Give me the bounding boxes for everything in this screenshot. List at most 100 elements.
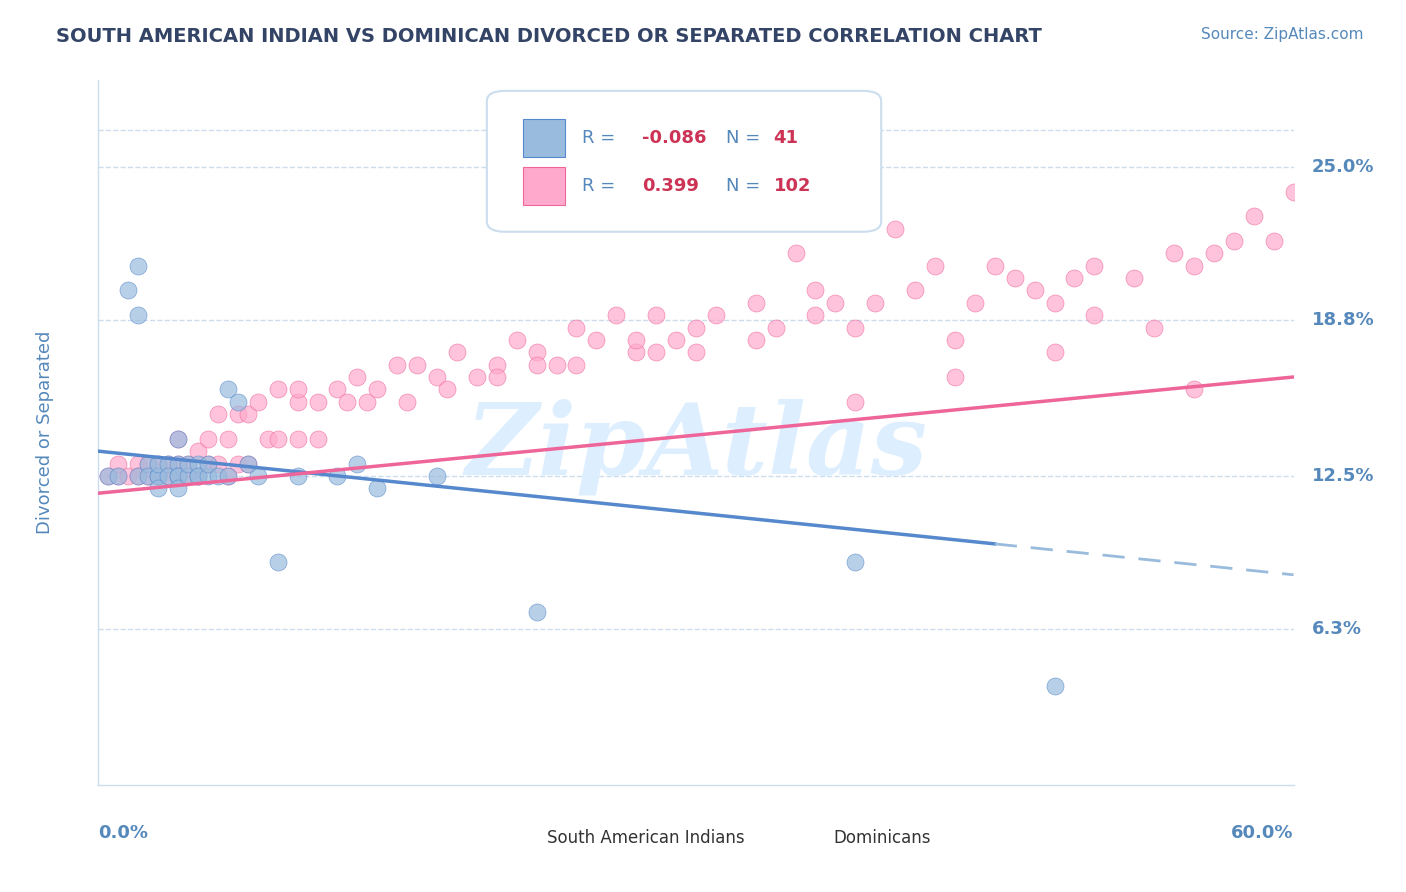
Bar	[523, 119, 565, 158]
Point	[217, 469, 239, 483]
Text: R =: R =	[582, 177, 627, 195]
Point	[1024, 284, 1046, 298]
Point	[1083, 308, 1105, 322]
Point	[385, 358, 409, 372]
Point	[177, 457, 200, 471]
Point	[804, 284, 827, 298]
Point	[924, 259, 946, 273]
Point	[217, 469, 239, 483]
Text: 6.3%: 6.3%	[1312, 620, 1361, 638]
Point	[236, 457, 259, 471]
Point	[148, 469, 170, 483]
Text: ZipAtlas: ZipAtlas	[465, 399, 927, 495]
Point	[187, 469, 209, 483]
Text: R =: R =	[582, 129, 621, 147]
Point	[1243, 209, 1265, 223]
Point	[167, 432, 190, 446]
Point	[157, 457, 180, 471]
Text: 25.0%: 25.0%	[1312, 158, 1374, 176]
Point	[107, 469, 129, 483]
Point	[148, 457, 170, 471]
Point	[148, 481, 170, 495]
Point	[187, 444, 209, 458]
Point	[136, 469, 159, 483]
Point	[207, 469, 229, 483]
Point	[217, 382, 239, 396]
Point	[127, 469, 149, 483]
Point	[396, 394, 419, 409]
Text: 41: 41	[773, 129, 799, 147]
Point	[745, 333, 768, 347]
Point	[148, 469, 170, 483]
Text: N =: N =	[725, 177, 761, 195]
Bar	[481, 825, 534, 852]
Point	[565, 320, 588, 334]
Text: SOUTH AMERICAN INDIAN VS DOMINICAN DIVORCED OR SEPARATED CORRELATION CHART: SOUTH AMERICAN INDIAN VS DOMINICAN DIVOR…	[56, 27, 1042, 45]
Point	[685, 345, 707, 359]
Point	[246, 469, 269, 483]
Point	[287, 382, 309, 396]
Point	[117, 284, 139, 298]
Point	[226, 394, 249, 409]
Point	[1182, 382, 1205, 396]
Point	[97, 469, 120, 483]
Point	[177, 469, 200, 483]
Point	[167, 457, 190, 471]
Point	[1063, 271, 1085, 285]
Point	[984, 259, 1007, 273]
Point	[665, 333, 688, 347]
Point	[1163, 246, 1185, 260]
Point	[226, 407, 249, 421]
Point	[465, 370, 488, 384]
Text: 102: 102	[773, 177, 811, 195]
Point	[844, 556, 866, 570]
Point	[107, 457, 129, 471]
Point	[1143, 320, 1166, 334]
Point	[446, 345, 468, 359]
Point	[326, 382, 349, 396]
Point	[1004, 271, 1026, 285]
Point	[117, 469, 139, 483]
Point	[148, 469, 170, 483]
Point	[197, 457, 219, 471]
Point	[943, 333, 966, 347]
Point	[1043, 345, 1066, 359]
Point	[526, 605, 548, 619]
Point	[177, 469, 200, 483]
Point	[356, 394, 378, 409]
Point	[217, 432, 239, 446]
Point	[326, 469, 349, 483]
Point	[943, 370, 966, 384]
Point	[157, 457, 180, 471]
Point	[267, 556, 290, 570]
Point	[187, 469, 209, 483]
Point	[745, 295, 768, 310]
Point	[366, 382, 388, 396]
Point	[346, 457, 368, 471]
Point	[844, 320, 866, 334]
Point	[645, 345, 668, 359]
Point	[287, 432, 309, 446]
Text: -0.086: -0.086	[643, 129, 707, 147]
Point	[1043, 295, 1066, 310]
Point	[865, 295, 887, 310]
Point	[485, 358, 508, 372]
Point	[167, 469, 190, 483]
Point	[426, 370, 449, 384]
Point	[685, 320, 707, 334]
Point	[804, 308, 827, 322]
Point	[187, 469, 209, 483]
Point	[167, 469, 190, 483]
Point	[167, 481, 190, 495]
Point	[1202, 246, 1225, 260]
Bar	[523, 167, 565, 205]
Text: 0.399: 0.399	[643, 177, 699, 195]
Point	[207, 457, 229, 471]
Point	[785, 246, 807, 260]
Point	[626, 345, 648, 359]
Point	[565, 358, 588, 372]
Point	[963, 295, 986, 310]
Point	[1223, 234, 1246, 248]
Point	[436, 382, 458, 396]
Point	[267, 432, 290, 446]
